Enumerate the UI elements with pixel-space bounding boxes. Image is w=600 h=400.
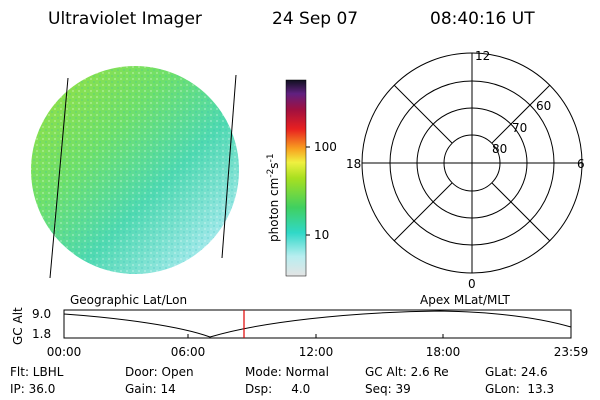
mlt-label: 18	[346, 157, 361, 171]
earth-image	[31, 66, 239, 279]
mlt-label: 0	[468, 277, 476, 291]
info-field: Gain: 14	[125, 382, 176, 396]
orbit-left-title: Geographic Lat/Lon	[70, 293, 187, 307]
orbit-x-label: 18:00	[426, 345, 461, 359]
lat-label: 60	[536, 99, 551, 113]
lat-label: 80	[492, 142, 507, 156]
info-field: Dsp: 4.0	[245, 382, 310, 396]
colorbar-label: 100	[314, 140, 337, 154]
title-date: 24 Sep 07	[272, 9, 358, 29]
polar-grid	[361, 52, 583, 274]
info-field: GLon: 13.3	[485, 382, 554, 396]
orbit-x-label: 06:00	[171, 345, 206, 359]
colorbar-label: 10	[314, 228, 329, 242]
orbit-x-label: 00:00	[47, 345, 82, 359]
info-field: Flt: LBHL	[10, 365, 64, 379]
orbit-y-label: 1.8	[32, 327, 51, 341]
info-field: Door: Open	[125, 365, 194, 379]
title-instrument: Ultraviolet Imager	[48, 9, 202, 29]
info-field: Mode: Normal	[245, 365, 329, 379]
title-time: 08:40:16 UT	[430, 9, 535, 29]
orbit-y-label: 9.0	[32, 307, 51, 321]
lat-label: 70	[512, 121, 527, 135]
orbit-panel	[63, 309, 572, 339]
orbit-x-label: 23:59	[554, 345, 589, 359]
orbit-right-title: Apex MLat/MLT	[420, 293, 510, 307]
colorbar: 100 10 photon cm-2s-1	[266, 79, 337, 277]
orbit-x-label: 12:00	[299, 345, 334, 359]
mlt-label: 6	[577, 157, 585, 171]
info-field: IP: 36.0	[10, 382, 55, 396]
info-field: GLat: 24.6	[485, 365, 548, 379]
info-field: Seq: 39	[365, 382, 411, 396]
colorbar-units: photon cm-2s-1	[266, 153, 281, 242]
info-field: GC Alt: 2.6 Re	[365, 365, 449, 379]
orbit-axis-label: GC Alt	[11, 307, 25, 345]
mlt-label: 12	[475, 49, 490, 63]
